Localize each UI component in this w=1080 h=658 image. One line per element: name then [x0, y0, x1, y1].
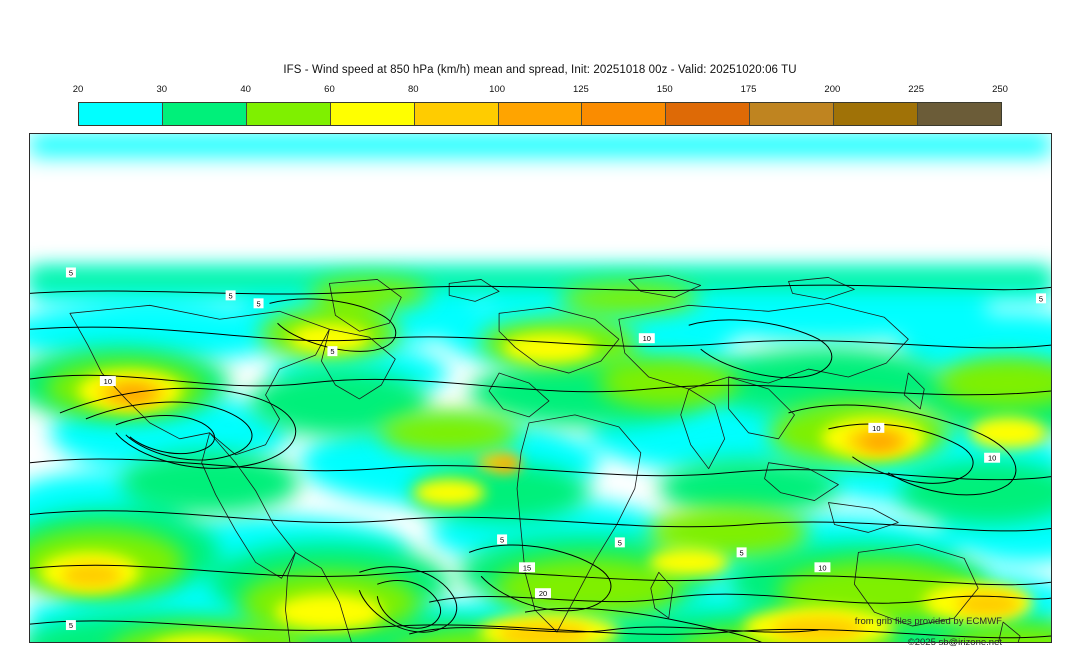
colorbar-tick-label: 125 — [572, 84, 589, 95]
svg-text:10: 10 — [643, 334, 651, 343]
spread-contours — [30, 284, 1051, 642]
colorbar-segment — [582, 103, 667, 125]
page-title: IFS - Wind speed at 850 hPa (km/h) mean … — [283, 64, 797, 76]
svg-text:10: 10 — [988, 454, 996, 463]
svg-text:10: 10 — [104, 377, 112, 386]
contour-labels: 5 5 5 10 10 — [65, 267, 1047, 630]
svg-text:5: 5 — [500, 535, 504, 544]
svg-text:5: 5 — [330, 347, 334, 356]
svg-text:5: 5 — [229, 291, 233, 300]
windspeed-field-band-gold — [61, 380, 1021, 642]
colorbar-tick-label: 225 — [908, 84, 925, 95]
svg-text:20: 20 — [539, 589, 547, 598]
colorbar-tick-labels: 20 30 40 60 80 100 125 150 175 200 225 250 — [73, 84, 1008, 100]
colorbar-tick-label: 80 — [407, 84, 419, 95]
colorbar-tick-label: 200 — [824, 84, 841, 95]
svg-text:10: 10 — [872, 424, 880, 433]
svg-text:5: 5 — [740, 548, 744, 557]
colorbar-tick-label: 30 — [156, 84, 168, 95]
colorbar-tick-label: 40 — [240, 84, 251, 95]
svg-text:15: 15 — [523, 563, 531, 572]
colorbar-segment — [414, 103, 499, 125]
svg-text:5: 5 — [618, 538, 622, 547]
colorbar-tick-label: 150 — [656, 84, 673, 95]
copyright-credit: ©2025 sb@irizone.net — [907, 637, 1002, 648]
colorbar-segment — [79, 103, 163, 125]
colorbar-gradient — [78, 102, 1002, 126]
colorbar: 20 30 40 60 80 100 125 150 175 200 225 250 — [73, 84, 1008, 126]
colorbar-tick-label: 175 — [740, 84, 757, 95]
colorbar-tick-label: 100 — [489, 84, 506, 95]
colorbar-segment — [246, 103, 331, 125]
svg-text:10: 10 — [818, 563, 826, 572]
colorbar-tick-label: 250 — [992, 84, 1008, 95]
colorbar-tick-label: 60 — [324, 84, 335, 95]
coastlines — [69, 275, 1021, 642]
source-credit: from grib files provided by ECMWF — [854, 616, 1002, 627]
colorbar-segment — [162, 103, 247, 125]
colorbar-segment — [666, 103, 751, 125]
colorbar-tick-label: 20 — [72, 84, 84, 95]
colorbar-segment — [750, 103, 835, 125]
svg-text:5: 5 — [69, 621, 73, 630]
map-panel[interactable]: 5 5 5 10 10 — [29, 133, 1052, 643]
svg-text:5: 5 — [256, 299, 260, 308]
colorbar-segment — [330, 103, 415, 125]
svg-text:5: 5 — [1039, 294, 1043, 303]
map-canvas: 5 5 5 10 10 — [30, 134, 1051, 642]
svg-text:5: 5 — [69, 268, 73, 277]
colorbar-segment — [918, 103, 1001, 125]
colorbar-segment — [834, 103, 919, 125]
colorbar-segment — [498, 103, 583, 125]
